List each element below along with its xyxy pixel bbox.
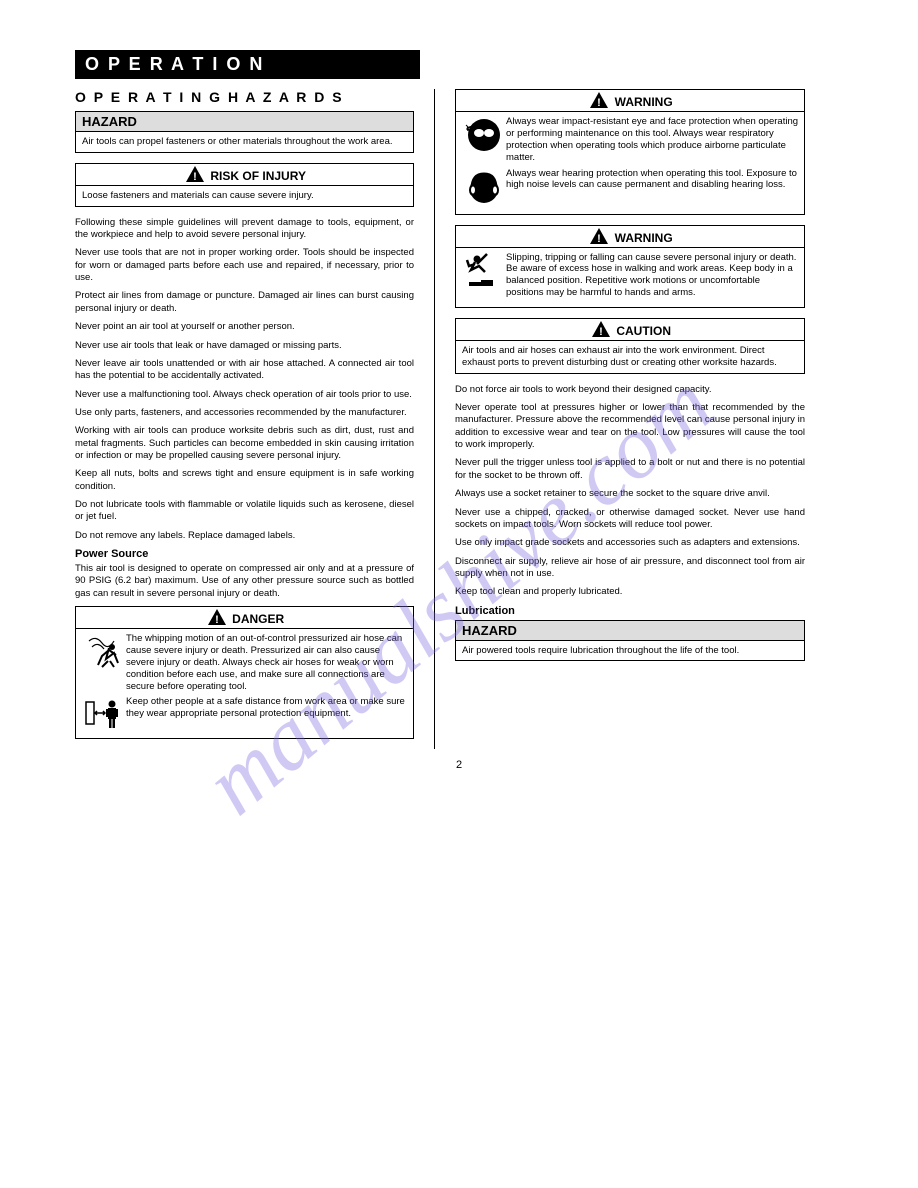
hazard-body: Air tools can propel fasteners or other … [76, 132, 413, 152]
whipping-hose-icon [82, 633, 126, 673]
warning1-text-2: Always wear hearing protection when oper… [506, 168, 798, 192]
danger-head: ! DANGER [76, 607, 413, 629]
para: Do not remove any labels. Replace damage… [75, 530, 414, 542]
svg-text:!: ! [193, 171, 197, 182]
para: Working with air tools can produce works… [75, 425, 414, 462]
slip-trip-fall-icon [462, 252, 506, 290]
danger-row-2: Keep other people at a safe distance fro… [82, 696, 407, 730]
svg-text:!: ! [215, 614, 219, 625]
warning-triangle-icon: ! [592, 321, 610, 337]
eye-protection-icon [462, 116, 506, 154]
warning2-label: WARNING [615, 231, 673, 245]
warning1-label: WARNING [615, 95, 673, 109]
para: Never use air tools that leak or have da… [75, 340, 414, 352]
caution-body: Air tools and air hoses can exhaust air … [456, 341, 804, 373]
danger-row-1: The whipping motion of an out-of-control… [82, 633, 407, 692]
risk-head: ! RISK OF INJURY [76, 164, 413, 186]
para: Disconnect air supply, relieve air hose … [455, 556, 805, 581]
para: Keep tool clean and properly lubricated. [455, 586, 805, 598]
page-number: 2 [75, 759, 843, 771]
subheading-power: Power Source [75, 548, 414, 560]
page: O P E R A T I O N O P E R A T I N G H A … [0, 0, 918, 801]
warning1-text-1: Always wear impact-resistant eye and fac… [506, 116, 798, 164]
hearing-protection-icon [462, 168, 506, 206]
warning2-text: Slipping, tripping or falling can cause … [506, 252, 798, 300]
para: Never use a chipped, cracked, or otherwi… [455, 507, 805, 532]
para: Never use a malfunctioning tool. Always … [75, 389, 414, 401]
right-column: ! WARNING [435, 89, 805, 749]
para: Protect air lines from damage or punctur… [75, 290, 414, 315]
danger-label: DANGER [232, 612, 284, 626]
hazard-box-1: HAZARD Air tools can propel fasteners or… [75, 111, 414, 153]
warning1-row-1: Always wear impact-resistant eye and fac… [462, 116, 798, 164]
hazard2-body: Air powered tools require lubrication th… [456, 641, 804, 661]
warning-triangle-icon: ! [186, 166, 204, 182]
warning-triangle-icon: ! [590, 228, 608, 244]
para: Never point an air tool at yourself or a… [75, 321, 414, 333]
warning1-row-2: Always wear hearing protection when oper… [462, 168, 798, 206]
warning1-body: Always wear impact-resistant eye and fac… [456, 112, 804, 214]
svg-text:!: ! [597, 233, 601, 244]
para: Never operate tool at pressures higher o… [455, 402, 805, 451]
hazard-head: HAZARD [76, 112, 413, 132]
para: Always use a socket retainer to secure t… [455, 488, 805, 500]
danger-text-2: Keep other people at a safe distance fro… [126, 696, 407, 720]
hazard2-head: HAZARD [456, 621, 804, 641]
para: Never use tools that are not in proper w… [75, 247, 414, 284]
hazard-box-2: HAZARD Air powered tools require lubrica… [455, 620, 805, 662]
caution-box: ! CAUTION Air tools and air hoses can ex… [455, 318, 805, 374]
danger-body: The whipping motion of an out-of-control… [76, 629, 413, 738]
warning2-row: Slipping, tripping or falling can cause … [462, 252, 798, 300]
para: This air tool is designed to operate on … [75, 563, 414, 600]
warning2-body: Slipping, tripping or falling can cause … [456, 248, 804, 308]
warning1-head: ! WARNING [456, 90, 804, 112]
section-title: O P E R A T I N G H A Z A R D S [75, 89, 414, 105]
para: Use only impact grade sockets and access… [455, 537, 805, 549]
para: Never pull the trigger unless tool is ap… [455, 457, 805, 482]
danger-box: ! DANGER [75, 606, 414, 739]
left-column: O P E R A T I N G H A Z A R D S HAZARD A… [75, 89, 435, 749]
danger-text-1: The whipping motion of an out-of-control… [126, 633, 407, 692]
warning2-head: ! WARNING [456, 226, 804, 248]
para: Never leave air tools unattended or with… [75, 358, 414, 383]
risk-label: RISK OF INJURY [210, 169, 306, 183]
risk-body: Loose fasteners and materials can cause … [76, 186, 413, 206]
caution-head: ! CAUTION [456, 319, 804, 341]
page-header-bar: O P E R A T I O N [75, 50, 420, 79]
columns: O P E R A T I N G H A Z A R D S HAZARD A… [75, 89, 843, 749]
caution-label: CAUTION [616, 324, 671, 338]
para: Do not lubricate tools with flammable or… [75, 499, 414, 524]
para: Do not force air tools to work beyond th… [455, 384, 805, 396]
svg-text:!: ! [599, 326, 603, 337]
warning-triangle-icon: ! [208, 609, 226, 625]
warning-box-1: ! WARNING [455, 89, 805, 215]
distance-person-icon [82, 696, 126, 730]
para: Keep all nuts, bolts and screws tight an… [75, 468, 414, 493]
warning-box-2: ! WARNING Slipping, tripping or falling … [455, 225, 805, 309]
risk-box: ! RISK OF INJURY Loose fasteners and mat… [75, 163, 414, 207]
para: Following these simple guidelines will p… [75, 217, 414, 242]
para: Use only parts, fasteners, and accessori… [75, 407, 414, 419]
subheading-lube: Lubrication [455, 605, 805, 617]
svg-text:!: ! [597, 97, 601, 108]
warning-triangle-icon: ! [590, 92, 608, 108]
